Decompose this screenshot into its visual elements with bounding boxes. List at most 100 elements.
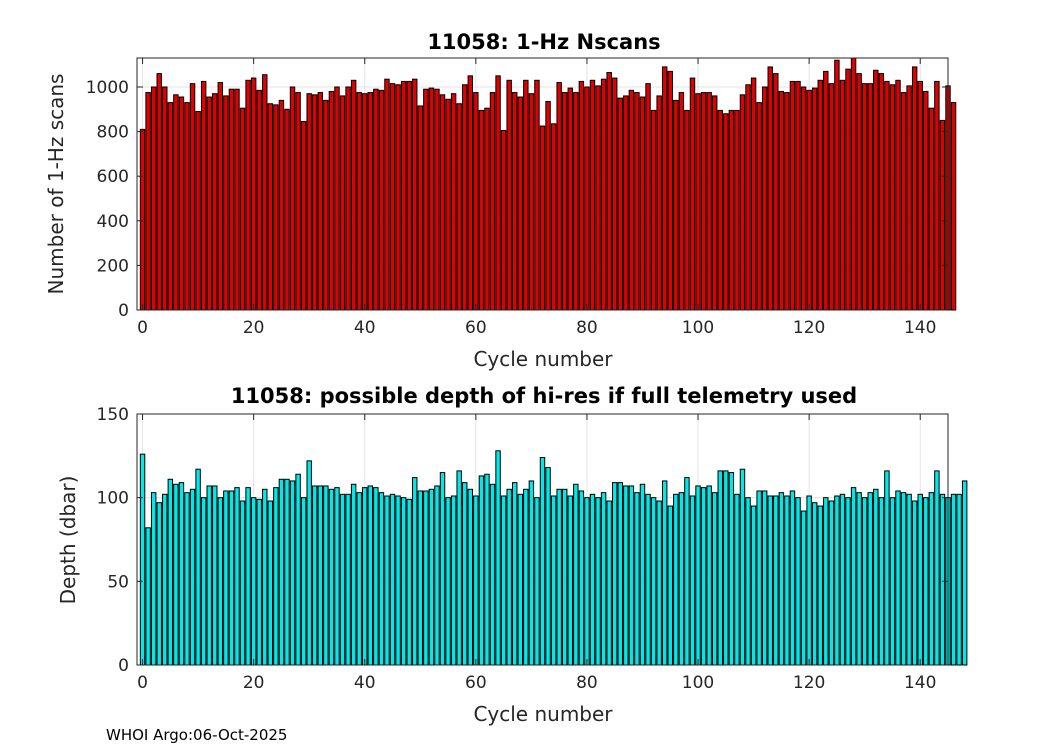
nscans-xlabel: Cycle number [473, 347, 613, 371]
bar [273, 487, 279, 666]
x-tick-label: 20 [243, 318, 265, 338]
bar [406, 498, 412, 666]
bar [312, 94, 318, 311]
bar [167, 102, 174, 311]
bar [606, 500, 612, 666]
x-tick-label: 140 [904, 318, 936, 338]
bar [795, 80, 801, 311]
bar [167, 478, 174, 666]
footer-credit: WHOI Argo:06-Oct-2025 [106, 726, 288, 744]
bar [495, 450, 501, 666]
x-tick-label: 80 [576, 318, 598, 338]
bar [295, 473, 301, 666]
bar [678, 492, 685, 666]
bar [767, 66, 773, 311]
bar [850, 57, 857, 311]
bar [817, 79, 823, 311]
bar [928, 492, 935, 666]
bar [489, 483, 496, 666]
bar [528, 480, 535, 666]
bar [728, 109, 735, 311]
nscans-bars [139, 57, 957, 311]
bar [611, 482, 618, 666]
bar [284, 108, 290, 311]
bar [473, 495, 479, 666]
bar [906, 493, 912, 666]
depth-ticks: 0 20 40 60 80 100 120 140 0 50 100 150 [97, 405, 948, 693]
bar [739, 94, 746, 311]
bar [856, 73, 862, 311]
bar [250, 77, 257, 311]
depth-xlabel: Cycle number [473, 702, 613, 726]
bar [334, 487, 340, 666]
bar [256, 89, 262, 311]
bar [434, 485, 440, 666]
bar [562, 92, 568, 311]
bar [495, 75, 501, 311]
bar [512, 482, 518, 666]
bar [950, 493, 957, 666]
x-tick-label: 60 [465, 318, 487, 338]
bar [795, 497, 801, 666]
depth-title: 11058: possible depth of hi-res if full … [231, 384, 857, 408]
depth-plot: 11058: possible depth of hi-res if full … [56, 384, 968, 726]
bar [711, 95, 718, 311]
bar [467, 75, 474, 311]
bar [184, 102, 190, 311]
bar [234, 88, 240, 311]
bar [445, 497, 451, 666]
bar [373, 487, 379, 666]
nscans-ylabel: Number of 1-Hz scans [44, 74, 68, 295]
bar [367, 92, 374, 311]
bar [817, 505, 823, 666]
bar [262, 74, 268, 311]
bar [773, 495, 779, 666]
bar [356, 492, 362, 666]
bar [617, 97, 623, 311]
bar [445, 98, 451, 311]
bar [200, 497, 207, 666]
bar [823, 497, 829, 666]
bar [500, 129, 507, 311]
bar [450, 93, 457, 311]
bar [950, 102, 957, 311]
bar [917, 493, 923, 666]
bar [339, 493, 346, 666]
bar [695, 485, 701, 666]
bar [450, 495, 457, 666]
bar [439, 472, 446, 666]
x-tick-label: 0 [137, 673, 148, 693]
bar [328, 90, 335, 311]
bar [278, 99, 285, 311]
bar [806, 495, 812, 666]
bar [700, 487, 707, 666]
bar [484, 473, 490, 666]
bar [378, 492, 385, 666]
bar [506, 488, 512, 666]
bar [873, 488, 879, 666]
bar [773, 73, 779, 311]
bar [823, 70, 829, 311]
bar [939, 493, 946, 666]
y-tick-label: 1000 [86, 78, 129, 98]
bar [456, 103, 462, 311]
bar [562, 488, 568, 666]
bar [611, 77, 618, 311]
bar [673, 493, 679, 666]
bar [756, 102, 762, 311]
bar [239, 500, 246, 666]
bar [656, 95, 662, 311]
bar [956, 493, 962, 666]
bar [650, 497, 657, 666]
bar [878, 497, 885, 666]
bar [961, 480, 968, 666]
bar [623, 95, 629, 311]
bar [345, 493, 351, 666]
bar [789, 490, 796, 666]
bar [728, 472, 735, 666]
bar [362, 487, 368, 666]
bar [639, 96, 646, 311]
bar [711, 492, 718, 666]
bar [545, 100, 551, 311]
bar [667, 70, 673, 311]
